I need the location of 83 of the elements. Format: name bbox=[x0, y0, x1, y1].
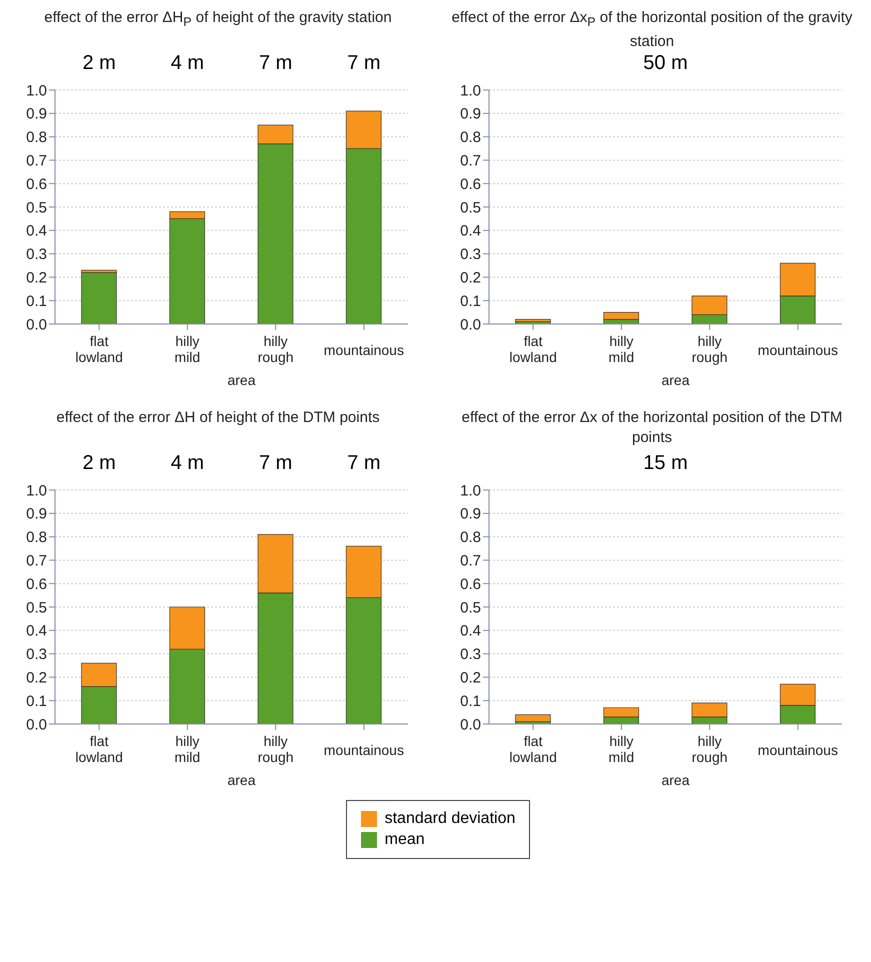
y-tick-label: 0.8 bbox=[460, 129, 481, 146]
chart-title: effect of the error Δx$_{P}$ of the horizontal position of the gravity station bbox=[450, 8, 854, 50]
y-tick-label: 0.6 bbox=[26, 176, 47, 193]
x-tick-label: mountainous bbox=[324, 342, 404, 358]
legend-label: mean bbox=[384, 831, 425, 849]
text: 4 m bbox=[170, 452, 206, 475]
y-tick-label: 0.9 bbox=[460, 106, 481, 123]
x-axis-title: area bbox=[660, 772, 691, 788]
chart-title: effect of the error ΔH of height of the DTM points bbox=[55, 408, 381, 428]
x-tick-label: hilly mild bbox=[174, 733, 200, 765]
y-tick-label: 0.1 bbox=[26, 692, 47, 710]
text: 7 m bbox=[346, 452, 382, 475]
chart-subtitle: 15 m bbox=[642, 452, 689, 475]
y-tick-label: 1.0 bbox=[26, 482, 47, 500]
x-axis-title: area bbox=[660, 372, 691, 388]
x-tick-label: mountainous bbox=[324, 742, 404, 758]
y-tick-label: 0.5 bbox=[460, 199, 481, 216]
y-tick-label: 0.7 bbox=[460, 152, 481, 170]
x-tick-label: mountainous bbox=[758, 742, 838, 758]
y-tick-label: 0.6 bbox=[26, 576, 47, 593]
text: 7 m bbox=[258, 52, 294, 75]
x-tick-label: flat lowland bbox=[75, 733, 123, 765]
y-tick-label: 0.9 bbox=[26, 106, 47, 123]
y-tick-label: 0.0 bbox=[460, 316, 481, 334]
y-tick-label: 0.9 bbox=[26, 506, 47, 523]
legend-label: standard deviation bbox=[384, 810, 516, 828]
y-tick-label: 0.3 bbox=[26, 246, 47, 264]
x-tick-label: flat lowland bbox=[509, 333, 557, 365]
y-tick-label: 0.5 bbox=[26, 199, 47, 216]
y-tick-label: 0.0 bbox=[460, 716, 481, 734]
bar bbox=[603, 312, 640, 320]
text: 4 m bbox=[170, 52, 206, 75]
y-tick-label: 1.0 bbox=[26, 82, 47, 100]
y-tick-label: 0.9 bbox=[460, 506, 481, 523]
y-tick-label: 0.4 bbox=[460, 622, 481, 640]
y-tick-label: 0.8 bbox=[26, 529, 47, 546]
y-tick-label: 0.2 bbox=[460, 270, 481, 287]
x-tick-label: flat lowland bbox=[75, 333, 123, 365]
x-tick-label: hilly mild bbox=[608, 333, 634, 365]
y-tick-label: 0.5 bbox=[460, 599, 481, 616]
y-tick-label: 0.1 bbox=[26, 292, 47, 310]
y-tick-label: 0.6 bbox=[460, 176, 481, 193]
y-tick-label: 0.3 bbox=[460, 646, 481, 664]
x-tick-label: hilly rough bbox=[258, 333, 294, 365]
text: 7 m bbox=[346, 52, 382, 75]
chart-subtitle: 50 m bbox=[642, 52, 689, 75]
x-tick-label: flat lowland bbox=[509, 733, 557, 765]
y-tick-label: 0.1 bbox=[460, 692, 481, 710]
y-tick-label: 0.4 bbox=[26, 222, 47, 240]
y-tick-label: 0.2 bbox=[26, 670, 47, 687]
x-tick-label: hilly rough bbox=[692, 333, 728, 365]
chart-title: effect of the error Δx of the horizontal position of the DTM points bbox=[460, 408, 844, 448]
x-tick-label: hilly rough bbox=[692, 733, 728, 765]
y-tick-label: 0.6 bbox=[460, 576, 481, 593]
y-tick-label: 0.7 bbox=[26, 152, 47, 170]
bar bbox=[81, 272, 117, 324]
x-tick-label: hilly mild bbox=[174, 333, 200, 365]
x-tick-label: hilly rough bbox=[258, 733, 294, 765]
x-axis-title: area bbox=[226, 772, 257, 788]
y-tick-label: 0.7 bbox=[26, 552, 47, 570]
y-tick-label: 1.0 bbox=[460, 82, 481, 100]
y-tick-label: 0.2 bbox=[460, 670, 481, 687]
text: 2 m bbox=[81, 452, 117, 475]
y-tick-label: 1.0 bbox=[460, 482, 481, 500]
y-tick-label: 0.0 bbox=[26, 316, 47, 334]
y-tick-label: 0.0 bbox=[26, 716, 47, 734]
y-tick-label: 0.1 bbox=[460, 292, 481, 310]
y-tick-label: 0.3 bbox=[26, 646, 47, 664]
y-tick-label: 0.5 bbox=[26, 599, 47, 616]
bar bbox=[515, 714, 551, 722]
y-tick-label: 0.2 bbox=[26, 270, 47, 287]
x-axis-title: area bbox=[226, 372, 257, 388]
y-tick-label: 0.4 bbox=[460, 222, 481, 240]
text: 2 m bbox=[81, 52, 117, 75]
text: 7 m bbox=[258, 452, 294, 475]
y-tick-label: 0.8 bbox=[460, 529, 481, 546]
x-tick-label: hilly mild bbox=[608, 733, 634, 765]
y-tick-label: 0.7 bbox=[460, 552, 481, 570]
x-tick-label: mountainous bbox=[758, 342, 838, 358]
y-tick-label: 0.4 bbox=[26, 622, 47, 640]
y-tick-label: 0.3 bbox=[460, 246, 481, 264]
chart-title: effect of the error ΔH$_{P}$ of height of the gravity station bbox=[43, 8, 393, 31]
y-tick-label: 0.8 bbox=[26, 129, 47, 146]
